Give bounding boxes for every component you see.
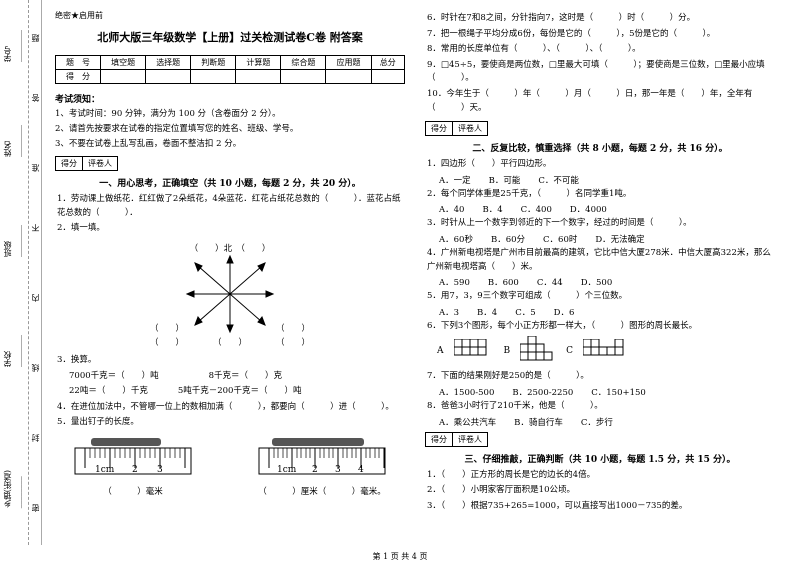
notice-3: 3、不要在试卷上乱写乱画，卷面不整洁扣 2 分。 — [55, 138, 405, 151]
s1-q3c: 22吨＝（ ）千克 — [69, 385, 148, 399]
svg-text:1cm: 1cm — [95, 465, 115, 475]
s2-q4: 4．广州新电视塔是广州市目前最高的建筑，它比中信大厦278米．中信大厦高322米… — [427, 247, 775, 274]
r-q8: 8．常用的长度单位有（ ）、（ ）、（ ）。 — [427, 43, 775, 57]
label-xm: 姓名________ — [2, 125, 22, 157]
s1-q1: 1．劳动课上做纸花．红红做了2朵纸花，4朵蓝花．红花占纸花总数的（ ）．蓝花占纸… — [57, 193, 405, 220]
s2-q8: 8．爸爸3小时行了210千米，他是（ ）。 — [427, 400, 775, 414]
page-footer: 第 1 页 共 4 页 — [0, 551, 800, 562]
ruler-1: 1cm 2 3 （ ）毫米 — [73, 436, 193, 497]
s1-q4: 4．在进位加法中，不管哪一位上的数相加满（ ），都要向（ ）进（ ）。 — [57, 401, 405, 415]
label-xz: 乡镇(街道)________ — [2, 470, 22, 508]
s3-q2: 2．（ ）小明家客厅面积是10公顷。 — [427, 484, 775, 498]
section-1-title: 一、用心思考，正确填空（共 10 小题，每题 2 分，共 20 分）。 — [55, 176, 405, 189]
s1-q3d: 5吨千克－200千克＝（ ）吨 — [178, 385, 302, 399]
svg-text:2: 2 — [132, 465, 138, 475]
s2-q2: 2．每个同学体重是25千克，（ ）名同学重1吨。 — [427, 188, 775, 202]
margin-v6: 线 — [30, 360, 41, 372]
section-2-title: 二、反复比较，慎重选择（共 8 小题，每题 2 分，共 16 分）。 — [425, 141, 775, 154]
margin-v1: 题 — [30, 30, 41, 42]
label-bj: 班级________ — [2, 225, 22, 257]
s1-q3b: 8千克＝（ ）克 — [209, 370, 282, 384]
svg-text:1cm: 1cm — [277, 465, 297, 475]
shape-options: A B C — [437, 336, 775, 366]
margin-v2: 答 — [30, 90, 41, 102]
label-xh: 学号________ — [2, 30, 22, 62]
label-xx: 学校________ — [2, 335, 22, 367]
score-table: 题 号 填空题 选择题 判断题 计算题 综合题 应用题 总分 得 分 — [55, 55, 405, 84]
r-q7: 7．把一根绳子平均分成6份，每份是它的（ ），5份是它的（ ）。 — [427, 28, 775, 42]
s3-q1: 1．（ ）正方形的周长是它的边长的4倍。 — [427, 469, 775, 483]
s2-q7: 7．下面的结果刚好是250的是（ ）。 — [427, 370, 775, 384]
secret-label: 绝密★启用前 — [55, 10, 405, 21]
margin-v3: 准 — [30, 160, 41, 172]
s3-q3: 3．（ ）根据735+265=1000，可以直接写出1000－735的差。 — [427, 500, 775, 514]
section-3-title: 三、仔细推敲，正确判断（共 10 小题，每题 1.5 分，共 15 分）。 — [425, 452, 775, 465]
r-q6: 6．时针在7和8之间，分针指向7，这时是（ ）时（ ）分。 — [427, 12, 775, 26]
s1-q2: 2．填一填。 — [57, 222, 405, 236]
margin-v5: 内 — [30, 290, 41, 302]
compass-diagram: （ ）北 （ ） （ ）（ ） — [55, 242, 405, 348]
s2-q5: 5．用7，3，9三个数字可组成（ ）个三位数。 — [427, 290, 775, 304]
s1-q3a: 7000千克＝（ ）吨 — [69, 370, 159, 384]
notice-1: 1、考试时间：90 分钟，满分为 100 分（含卷面分 2 分）。 — [55, 108, 405, 121]
notice-heading: 考试须知： — [55, 92, 405, 105]
s1-q3: 3．换算。 — [57, 354, 405, 368]
r-q9: 9．□45÷5，要使商是两位数，□里最大可填（ ）；要使商是三位数，□里最小应填… — [427, 59, 775, 86]
scorebox-3: 得分评卷人 — [425, 432, 488, 447]
s2-q3: 3．时针从上一个数字到邻近的下一个数字，经过的时间是（ ）。 — [427, 217, 775, 231]
svg-text:3: 3 — [335, 465, 341, 475]
s1-q5: 5．量出钉子的长度。 — [57, 416, 405, 430]
notice-2: 2、请首先按要求在试卷的指定位置填写您的姓名、班级、学号。 — [55, 123, 405, 136]
margin-v4: 不 — [30, 220, 41, 232]
s2-q6: 6．下列3个图形，每个小正方形都一样大，（ ）图形的周长最长。 — [427, 320, 775, 334]
scorebox-2: 得分评卷人 — [425, 121, 488, 136]
scorebox-1: 得分评卷人 — [55, 156, 118, 171]
svg-text:3: 3 — [157, 465, 163, 475]
svg-text:4: 4 — [358, 465, 364, 475]
margin-v7: 封 — [30, 430, 41, 442]
paper-title: 北师大版三年级数学【上册】过关检测试卷C卷 附答案 — [55, 29, 405, 45]
margin-v8: 密 — [30, 500, 41, 512]
r-q10: 10．今年生于（ ）年（ ）月（ ）日，那一年是（ ）年，全年有（ ）天。 — [427, 88, 775, 115]
s2-q1: 1．四边形（ ）平行四边形。 — [427, 158, 775, 172]
svg-text:2: 2 — [312, 465, 318, 475]
ruler-2: 1cm 2 3 4 （ ）厘米（ ）毫米。 — [257, 436, 387, 497]
